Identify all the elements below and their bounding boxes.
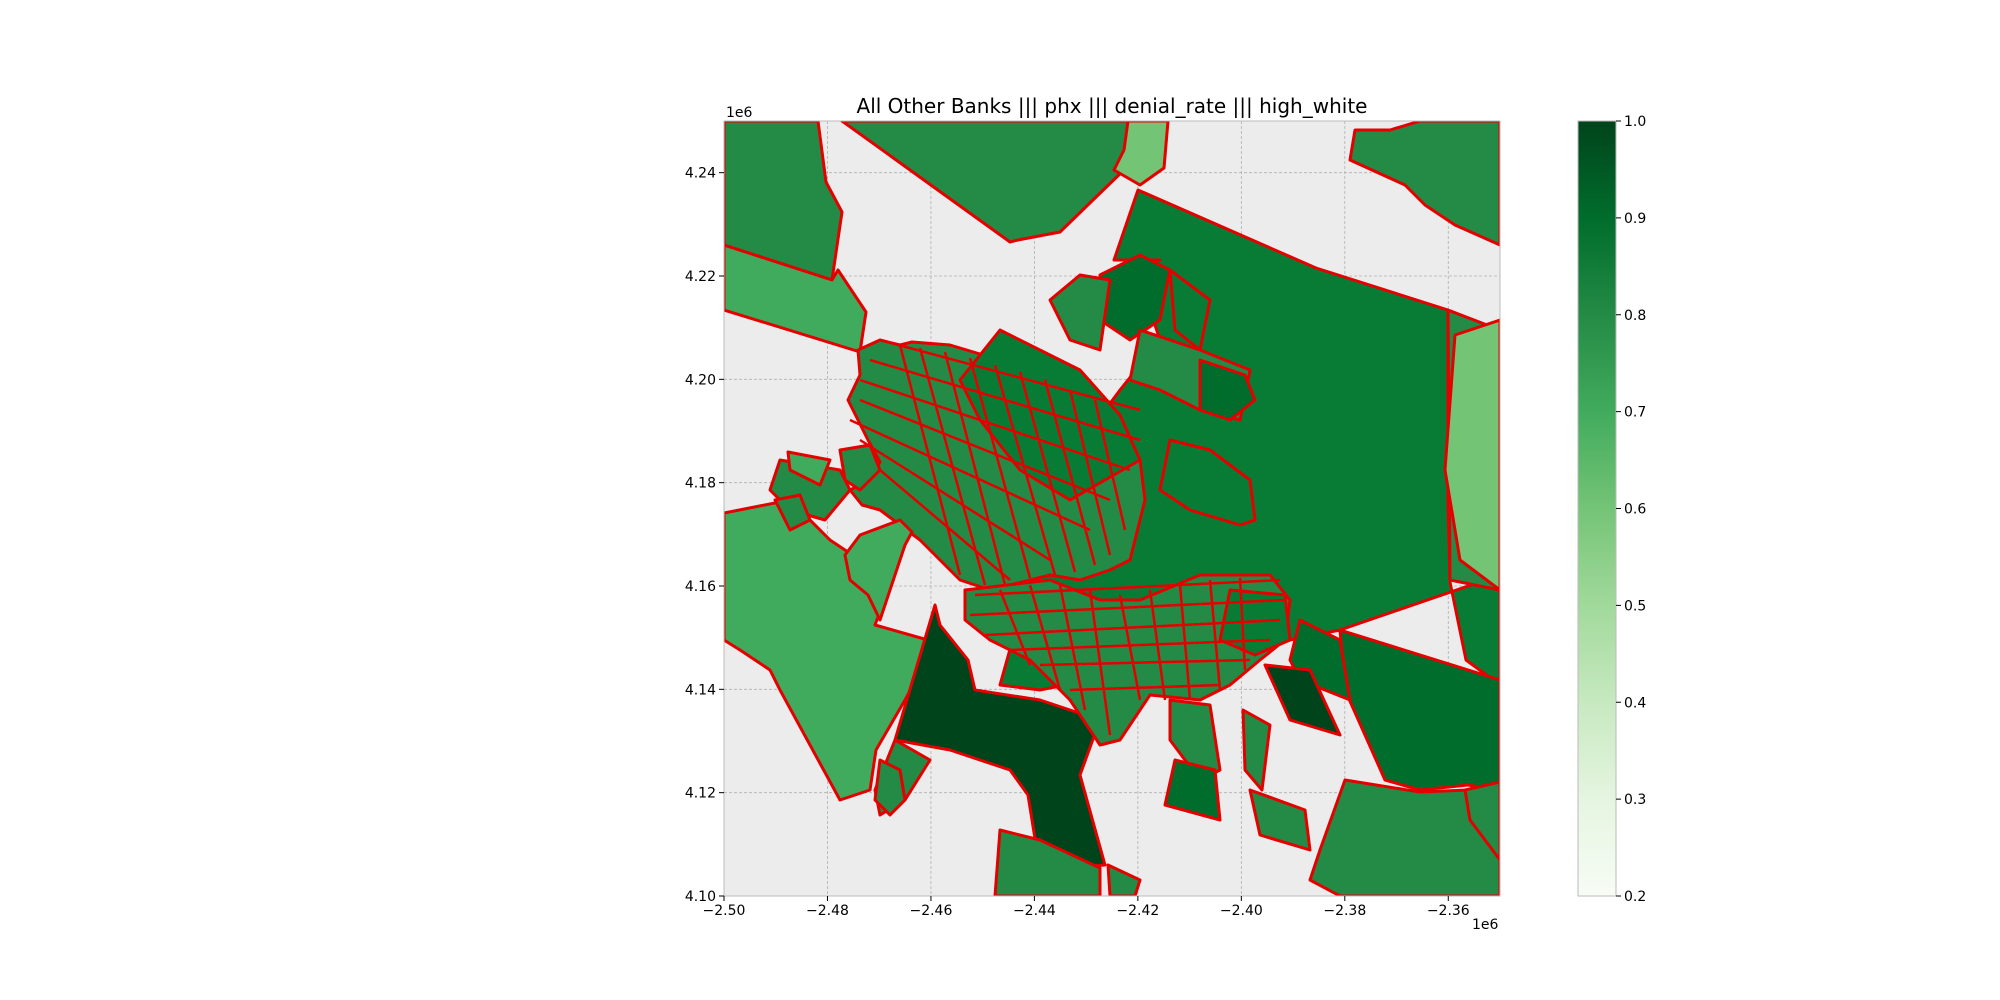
colorbar-tick-label: 0.9 <box>1624 211 1646 227</box>
y-tick-label: 4.16 <box>685 579 716 595</box>
y-axis: 4.10 4.12 4.14 4.16 4.18 4.20 4.22 4.24 <box>685 166 724 905</box>
map-region <box>1263 663 1342 737</box>
map-region <box>773 493 812 532</box>
map-region <box>1443 318 1500 592</box>
map-region <box>873 758 907 817</box>
x-offset-label: 1e6 <box>1472 917 1499 933</box>
map-region <box>1463 780 1500 862</box>
colorbar-tick-label: 0.3 <box>1624 792 1646 808</box>
map-region <box>786 450 832 487</box>
map-region <box>893 603 1107 872</box>
x-tick-label: −2.40 <box>1220 903 1263 919</box>
x-axis: −2.50 −2.48 −2.46 −2.44 −2.42 −2.40 −2.38 −2.36 <box>703 896 1470 919</box>
colorbar-ticks: 0.2 0.3 0.4 0.5 0.6 0.7 0.8 0.9 1.0 <box>1616 114 1646 905</box>
x-tick-label: −2.42 <box>1116 903 1159 919</box>
y-tick-label: 4.22 <box>685 269 716 285</box>
map-region <box>1198 358 1257 422</box>
map-region <box>963 573 1292 747</box>
map-region <box>724 243 868 354</box>
map-region <box>993 828 1102 896</box>
map-region <box>1112 121 1170 187</box>
y-tick-label: 4.18 <box>685 476 716 492</box>
colorbar-tick-label: 0.2 <box>1624 889 1646 905</box>
map-region <box>1048 273 1112 352</box>
y-offset-label: 1e6 <box>726 105 753 121</box>
y-tick-label: 4.10 <box>685 889 716 905</box>
plot-frame <box>723 120 1501 897</box>
y-tick-label: 4.14 <box>685 682 716 698</box>
map-region <box>1106 863 1142 896</box>
map-region <box>724 121 844 282</box>
x-tick-label: −2.36 <box>1427 903 1470 919</box>
x-tick-label: −2.38 <box>1323 903 1366 919</box>
colorbar-tick-label: 0.4 <box>1624 695 1646 711</box>
chart-title: All Other Banks ||| phx ||| denial_rate … <box>857 94 1368 118</box>
x-tick-label: −2.46 <box>909 903 952 919</box>
map-region <box>1338 628 1500 792</box>
y-tick-label: 4.24 <box>685 166 716 182</box>
colorbar-tick-label: 0.6 <box>1624 502 1646 518</box>
colorbar-tick-label: 0.8 <box>1624 308 1646 324</box>
map-region <box>1308 778 1500 896</box>
map-region <box>843 518 914 622</box>
colorbar-tick-label: 0.5 <box>1624 598 1646 614</box>
map-region <box>1163 758 1222 822</box>
map-region <box>840 121 1130 244</box>
map-region <box>1158 438 1257 527</box>
x-tick-label: −2.44 <box>1013 903 1056 919</box>
street-grid-mesh <box>849 338 1286 736</box>
y-tick-label: 4.20 <box>685 372 716 388</box>
colorbar <box>1577 120 1617 897</box>
map-region <box>1241 708 1272 792</box>
x-tick-label: −2.48 <box>806 903 849 919</box>
map-region <box>1348 121 1500 247</box>
colorbar-tick-label: 0.7 <box>1624 405 1646 421</box>
y-tick-label: 4.12 <box>685 786 716 802</box>
x-tick-label: −2.50 <box>703 903 746 919</box>
map-region <box>1248 788 1312 852</box>
colorbar-tick-label: 1.0 <box>1624 114 1646 130</box>
